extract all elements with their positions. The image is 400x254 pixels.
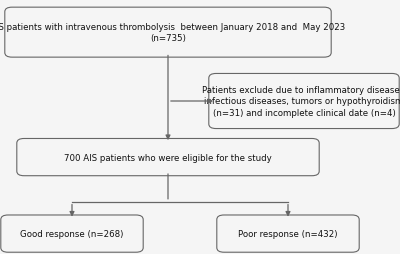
FancyBboxPatch shape bbox=[209, 74, 399, 129]
Text: Poor response (n=432): Poor response (n=432) bbox=[238, 229, 338, 238]
Text: 700 AIS patients who were eligible for the study: 700 AIS patients who were eligible for t… bbox=[64, 153, 272, 162]
Text: AIS patients with intravenous thrombolysis  between January 2018 and  May 2023
(: AIS patients with intravenous thrombolys… bbox=[0, 23, 346, 43]
FancyBboxPatch shape bbox=[217, 215, 359, 252]
Text: Patients exclude due to inflammatory diseases,
infectious diseases, tumors or hy: Patients exclude due to inflammatory dis… bbox=[202, 86, 400, 118]
FancyBboxPatch shape bbox=[1, 215, 143, 252]
Text: Good response (n=268): Good response (n=268) bbox=[20, 229, 124, 238]
FancyBboxPatch shape bbox=[5, 8, 331, 58]
FancyBboxPatch shape bbox=[17, 139, 319, 176]
